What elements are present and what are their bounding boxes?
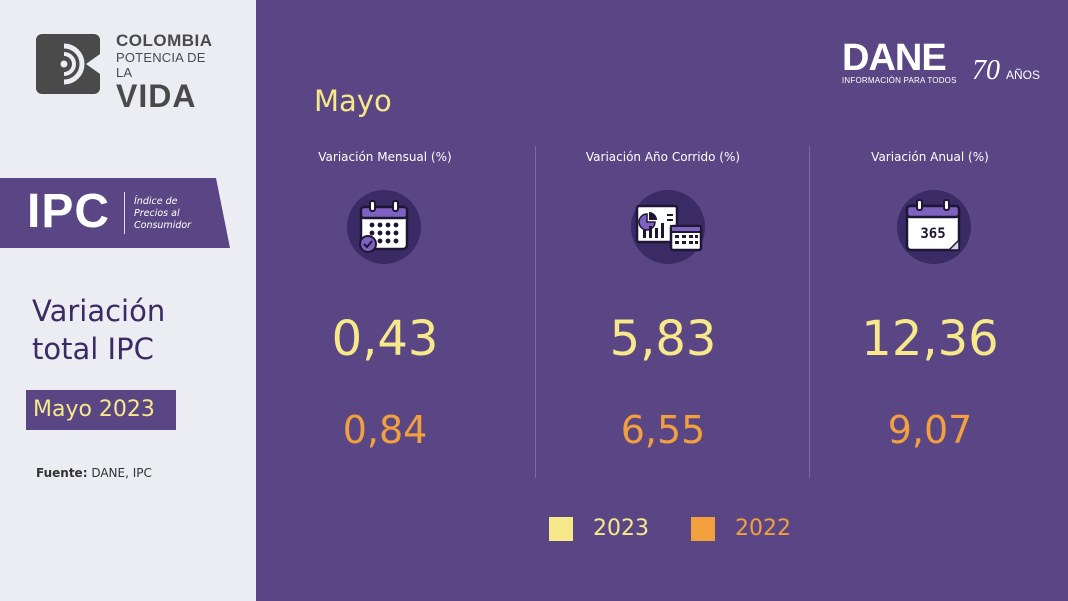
source-label: Fuente:: [36, 466, 88, 480]
page-title: Variación total IPC: [32, 292, 165, 368]
ipc-banner-shape: [0, 178, 230, 248]
value-2023: 5,83: [609, 311, 717, 367]
ipc-subtitle-line-3: Consumidor: [134, 220, 192, 231]
source-note: Fuente: DANE, IPC: [36, 466, 152, 480]
chart-calendar-icon: [631, 190, 705, 264]
value-2023: 12,36: [861, 311, 999, 367]
left-panel: COLOMBIA POTENCIA DE LA VIDA IPC Índice …: [0, 0, 256, 601]
colombia-logo-mark-icon: [36, 34, 100, 94]
ipc-acronym: IPC: [27, 185, 111, 238]
source-value: DANE, IPC: [87, 466, 152, 480]
legend-label-2022: 2022: [735, 516, 791, 541]
calendar-365-icon: 365: [897, 190, 971, 264]
dane-logo-word: DANE: [842, 37, 947, 79]
ipc-subtitle-line-2: Precios al: [134, 208, 180, 219]
value-2022: 6,55: [620, 408, 706, 452]
value-2022: 9,07: [887, 408, 973, 452]
month-heading: Mayo: [314, 84, 392, 118]
logo-line-potencia: POTENCIA DE LA: [116, 50, 206, 80]
period-badge-label: Mayo 2023: [33, 397, 155, 422]
ipc-subtitle-line-1: Índice de: [134, 196, 178, 207]
legend-swatch-2022: [691, 517, 715, 541]
indicator-title: Variación Año Corrido (%): [585, 150, 741, 164]
indicator-title: Variación Anual (%): [871, 150, 989, 164]
svg-text:365: 365: [920, 226, 945, 242]
column-divider: [809, 146, 810, 478]
ipc-separator: [124, 192, 125, 234]
calendar-check-icon: [347, 190, 421, 264]
period-badge: Mayo 2023: [26, 390, 176, 430]
column-divider: [535, 146, 536, 478]
page-title-line-2: total IPC: [32, 332, 154, 366]
page-title-line-1: Variación: [32, 294, 166, 328]
ipc-banner: [0, 178, 230, 248]
logo-line-vida: VIDA: [116, 78, 197, 114]
logo-line-colombia: COLOMBIA: [116, 31, 213, 50]
value-2022: 0,84: [342, 408, 428, 452]
value-2023: 0,43: [331, 311, 439, 367]
legend-label-2023: 2023: [593, 516, 649, 541]
dane-logo: DANE INFORMACIÓN PARA TODOS 70 AÑOS: [838, 38, 1048, 90]
indicator-title: Variación Mensual (%): [318, 150, 452, 164]
colombia-potencia-de-la-vida-logo: COLOMBIA POTENCIA DE LA VIDA: [34, 31, 218, 112]
dane-anniversary-number: 70: [972, 55, 1000, 86]
ipc-subtitle: Índice de Precios al Consumidor: [134, 196, 191, 232]
legend-swatch-2023: [549, 517, 573, 541]
dane-logo-tagline: INFORMACIÓN PARA TODOS: [842, 76, 957, 85]
dane-anniversary-word: AÑOS: [1006, 68, 1041, 82]
